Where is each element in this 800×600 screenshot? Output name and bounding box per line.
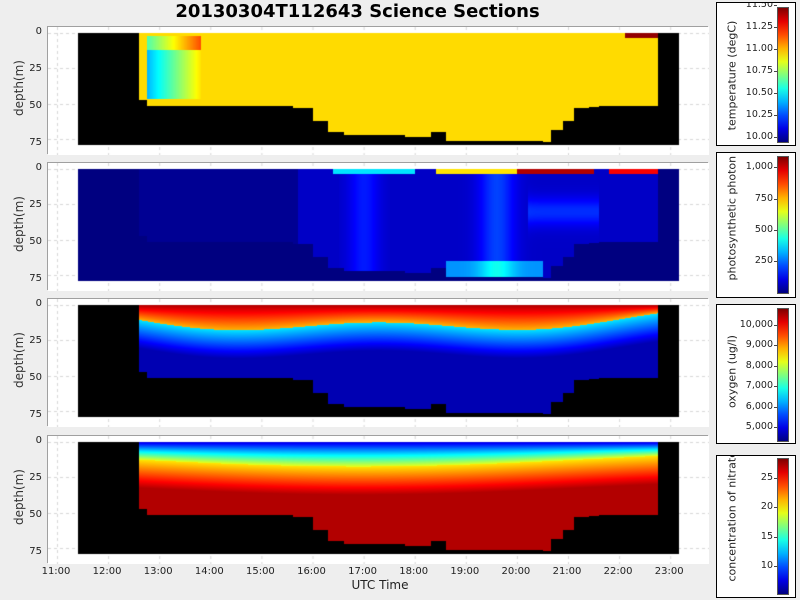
- colorbar-gradient: [777, 156, 789, 294]
- colorbar-tick-label: 11.00: [731, 43, 777, 54]
- colorbar-tick-label: 250: [731, 255, 777, 266]
- y-tick-label: 0: [35, 162, 42, 173]
- colorbar-tick-label: 1,000: [731, 161, 777, 172]
- y-tick-label: 25: [29, 472, 42, 483]
- x-tick-label: 17:00: [348, 566, 377, 577]
- temperature-panel: [47, 26, 709, 155]
- colorbar-tick-label: 10.00: [731, 131, 777, 142]
- oxygen-panel: [47, 298, 709, 427]
- x-tick-label: 23:00: [654, 566, 684, 577]
- x-tick-label: 12:00: [92, 566, 122, 577]
- colorbar-tick-label: 11.25: [731, 21, 777, 32]
- colorbar-gradient: [777, 458, 789, 595]
- x-tick-label: 13:00: [143, 566, 173, 577]
- par-colorbar: photosynthetic photon flux 1,000 750 500 25…: [716, 152, 796, 298]
- x-tick-label: 15:00: [245, 566, 275, 577]
- colorbar-tick-label: 25: [731, 472, 777, 483]
- colorbar-tick-label: 6,000: [731, 401, 777, 412]
- par-panel: [47, 162, 709, 291]
- colorbar-tick-label: 15: [731, 531, 777, 542]
- y-tick-label: 50: [29, 509, 42, 520]
- colorbar-tick-label: 11.50: [731, 3, 777, 10]
- colorbar-gradient: [777, 308, 789, 442]
- y-tick-label: 25: [29, 63, 42, 74]
- colorbar-tick-label: 10,000: [731, 319, 777, 330]
- y-tick-label: 0: [35, 26, 42, 37]
- nitrate-panel: [47, 435, 709, 564]
- x-tick-label: 16:00: [297, 566, 326, 577]
- colorbar-tick-label: 10.75: [731, 65, 777, 76]
- colorbar-tick-label: 5,000: [731, 421, 777, 432]
- oxygen-heatmap: [48, 299, 709, 427]
- colorbar-tick-label: 750: [731, 193, 777, 204]
- y-axis-label: depth(m): [12, 196, 26, 252]
- y-tick-label: 25: [29, 335, 42, 346]
- y-tick-label: 75: [29, 409, 42, 420]
- x-tick-label: 20:00: [501, 566, 531, 577]
- x-tick-label: 21:00: [552, 566, 582, 577]
- x-axis-label: UTC Time: [351, 578, 409, 592]
- y-axis-label: depth(m): [12, 332, 26, 388]
- colorbar-tick-label: 10.25: [731, 109, 777, 120]
- colorbar-gradient: [777, 7, 789, 143]
- y-tick-label: 75: [29, 137, 42, 148]
- y-axis-label: depth(m): [12, 60, 26, 116]
- y-tick-label: 75: [29, 546, 42, 557]
- chart-title: 20130304T112643 Science Sections: [175, 1, 540, 22]
- colorbar-tick-label: 10: [731, 560, 777, 571]
- y-tick-label: 0: [35, 298, 42, 309]
- colorbar-tick-label: 500: [731, 224, 777, 235]
- y-tick-label: 50: [29, 100, 42, 111]
- nitrate-heatmap: [48, 436, 709, 564]
- y-tick-label: 50: [29, 236, 42, 247]
- colorbar-tick-label: 10.50: [731, 87, 777, 98]
- colorbar-tick-label: 9,000: [731, 339, 777, 350]
- temperature-colorbar: temperature (degC) 11.50 11.25 11.00 10.75 1…: [716, 2, 796, 146]
- x-tick-label: 22:00: [603, 566, 633, 577]
- par-heatmap: [48, 163, 709, 291]
- y-tick-label: 75: [29, 273, 42, 284]
- y-tick-label: 50: [29, 372, 42, 383]
- y-tick-label: 25: [29, 199, 42, 210]
- nitrate-colorbar: concentration of nitrate (ui 25 20 15 10: [716, 455, 796, 598]
- temperature-heatmap: [48, 27, 709, 155]
- y-tick-label: 0: [35, 435, 42, 446]
- oxygen-colorbar: oxygen (ug/l) 10,000 9,000 8,000 7,000 6,000…: [716, 304, 796, 444]
- colorbar-tick-label: 20: [731, 501, 777, 512]
- x-tick-label: 18:00: [399, 566, 429, 577]
- colorbar-tick-label: 8,000: [731, 360, 777, 371]
- colorbar-tick-label: 7,000: [731, 380, 777, 391]
- x-tick-label: 19:00: [450, 566, 480, 577]
- y-axis-label: depth(m): [12, 469, 26, 525]
- x-tick-label: 14:00: [194, 566, 224, 577]
- x-tick-label: 11:00: [41, 566, 71, 577]
